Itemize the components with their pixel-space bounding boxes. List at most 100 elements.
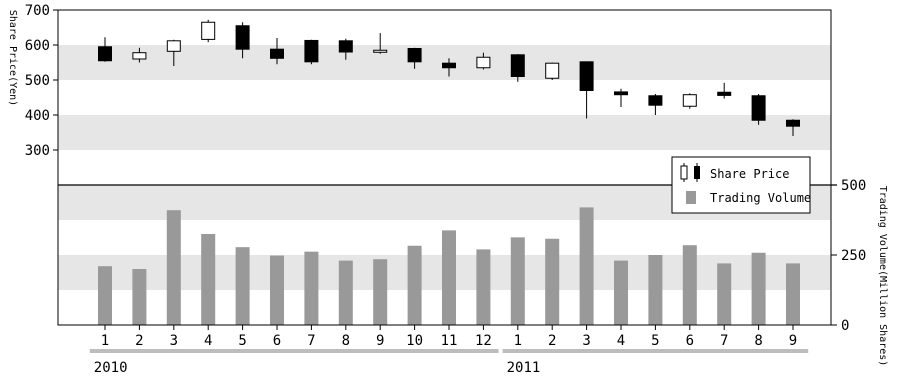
candle-pair-icon	[680, 163, 700, 182]
volume-bar	[235, 247, 250, 325]
candle-body-down	[510, 54, 525, 77]
volume-bar	[648, 255, 663, 325]
volume-bar	[717, 263, 732, 325]
candle-body-down	[338, 40, 353, 53]
volume-bar	[132, 269, 147, 325]
year-group-bar	[502, 349, 809, 353]
price-tick-label: 700	[25, 3, 50, 19]
volume-bar	[338, 260, 353, 325]
month-tick-label: 8	[754, 333, 762, 349]
candle	[166, 39, 181, 66]
year-group-label: 2011	[507, 360, 541, 376]
month-tick-label: 5	[238, 333, 246, 349]
candle-body-down	[648, 95, 663, 106]
candle-body-down	[235, 25, 250, 50]
price-tick-label: 500	[25, 73, 50, 89]
candle	[235, 22, 250, 59]
candle-body-down	[304, 39, 319, 63]
candle-body-up	[682, 94, 697, 107]
month-tick-label: 5	[651, 333, 659, 349]
candle-body-down	[751, 95, 766, 121]
volume-bar	[98, 266, 112, 325]
volume-tick-label: 500	[841, 178, 866, 194]
price-tick-label: 300	[25, 143, 50, 159]
candle	[270, 38, 284, 65]
volume-bar	[786, 263, 800, 325]
candle-body-up	[373, 49, 388, 53]
month-tick-label: 4	[204, 333, 212, 349]
month-tick-label: 7	[307, 333, 315, 349]
volume-axis-ticks: 0 250 500	[831, 178, 866, 334]
month-tick-label: 12	[475, 333, 492, 349]
volume-axis-title: Trading Volume(Million Shares)	[877, 186, 888, 367]
volume-bar	[407, 245, 422, 325]
candle	[98, 37, 112, 62]
month-tick-label: 6	[686, 333, 694, 349]
candle	[717, 82, 732, 99]
month-tick-label: 9	[789, 333, 797, 349]
legend: Share Price Trading Volume	[671, 156, 811, 214]
candle-body-down	[579, 61, 594, 91]
month-tick-label: 10	[406, 333, 423, 349]
volume-bar	[614, 260, 628, 325]
price-band	[58, 115, 831, 150]
gray-bar-icon	[686, 191, 696, 204]
candle	[442, 58, 456, 77]
candle	[614, 88, 628, 107]
volume-bar	[579, 207, 594, 325]
candle	[338, 38, 353, 60]
candle-body-down	[98, 46, 112, 62]
candle-body-down	[717, 91, 732, 96]
month-tick-label: 7	[720, 333, 728, 349]
month-tick-label: 1	[101, 333, 109, 349]
month-tick-label: 6	[273, 333, 281, 349]
month-tick-label: 9	[376, 333, 384, 349]
candle	[510, 54, 525, 82]
candle-body-up	[545, 62, 560, 79]
volume-bars	[98, 207, 800, 325]
candle	[407, 47, 422, 69]
volume-bar	[510, 237, 525, 325]
volume-bar	[751, 252, 766, 325]
month-axis-ticks: 1 2 3 4 5 6 7 8 9 10 11 12 1 2 3 4 5 6 7 8 9	[101, 325, 797, 349]
legend-label-share-price: Share Price	[710, 167, 789, 181]
candle	[373, 33, 388, 54]
month-tick-label: 8	[342, 333, 350, 349]
candle-body-up	[166, 40, 181, 52]
volume-bar	[166, 210, 181, 325]
month-tick-label: 3	[170, 333, 178, 349]
legend-label-trading-volume: Trading Volume	[710, 191, 811, 205]
candle-body-down	[270, 48, 284, 59]
volume-bar	[545, 238, 560, 325]
price-tick-label: 600	[25, 38, 50, 54]
month-tick-label: 1	[514, 333, 522, 349]
volume-bar	[304, 251, 319, 325]
volume-bar	[373, 259, 388, 325]
candle	[682, 93, 697, 109]
candle	[579, 61, 594, 119]
year-group-bar	[89, 349, 499, 353]
candle	[476, 52, 491, 70]
volume-bar	[682, 245, 697, 325]
year-group-label: 2010	[94, 360, 128, 376]
volume-bar	[442, 230, 456, 325]
candle-body-down	[407, 48, 422, 63]
candle	[545, 62, 560, 80]
volume-bar	[201, 234, 216, 325]
candle	[304, 39, 319, 65]
price-band	[58, 45, 831, 80]
price-tick-label: 400	[25, 108, 50, 124]
month-tick-label: 3	[582, 333, 590, 349]
candle	[786, 119, 800, 136]
candle	[132, 47, 147, 63]
volume-tick-label: 250	[841, 248, 866, 264]
month-tick-label: 2	[548, 333, 556, 349]
candles	[98, 19, 800, 136]
year-groups: 2010 2011	[89, 349, 809, 376]
month-tick-label: 11	[441, 333, 458, 349]
price-axis-title: Share Price(Yen)	[7, 10, 18, 106]
volume-bar	[476, 249, 491, 325]
candle-body-up	[201, 21, 216, 40]
month-tick-label: 4	[617, 333, 625, 349]
